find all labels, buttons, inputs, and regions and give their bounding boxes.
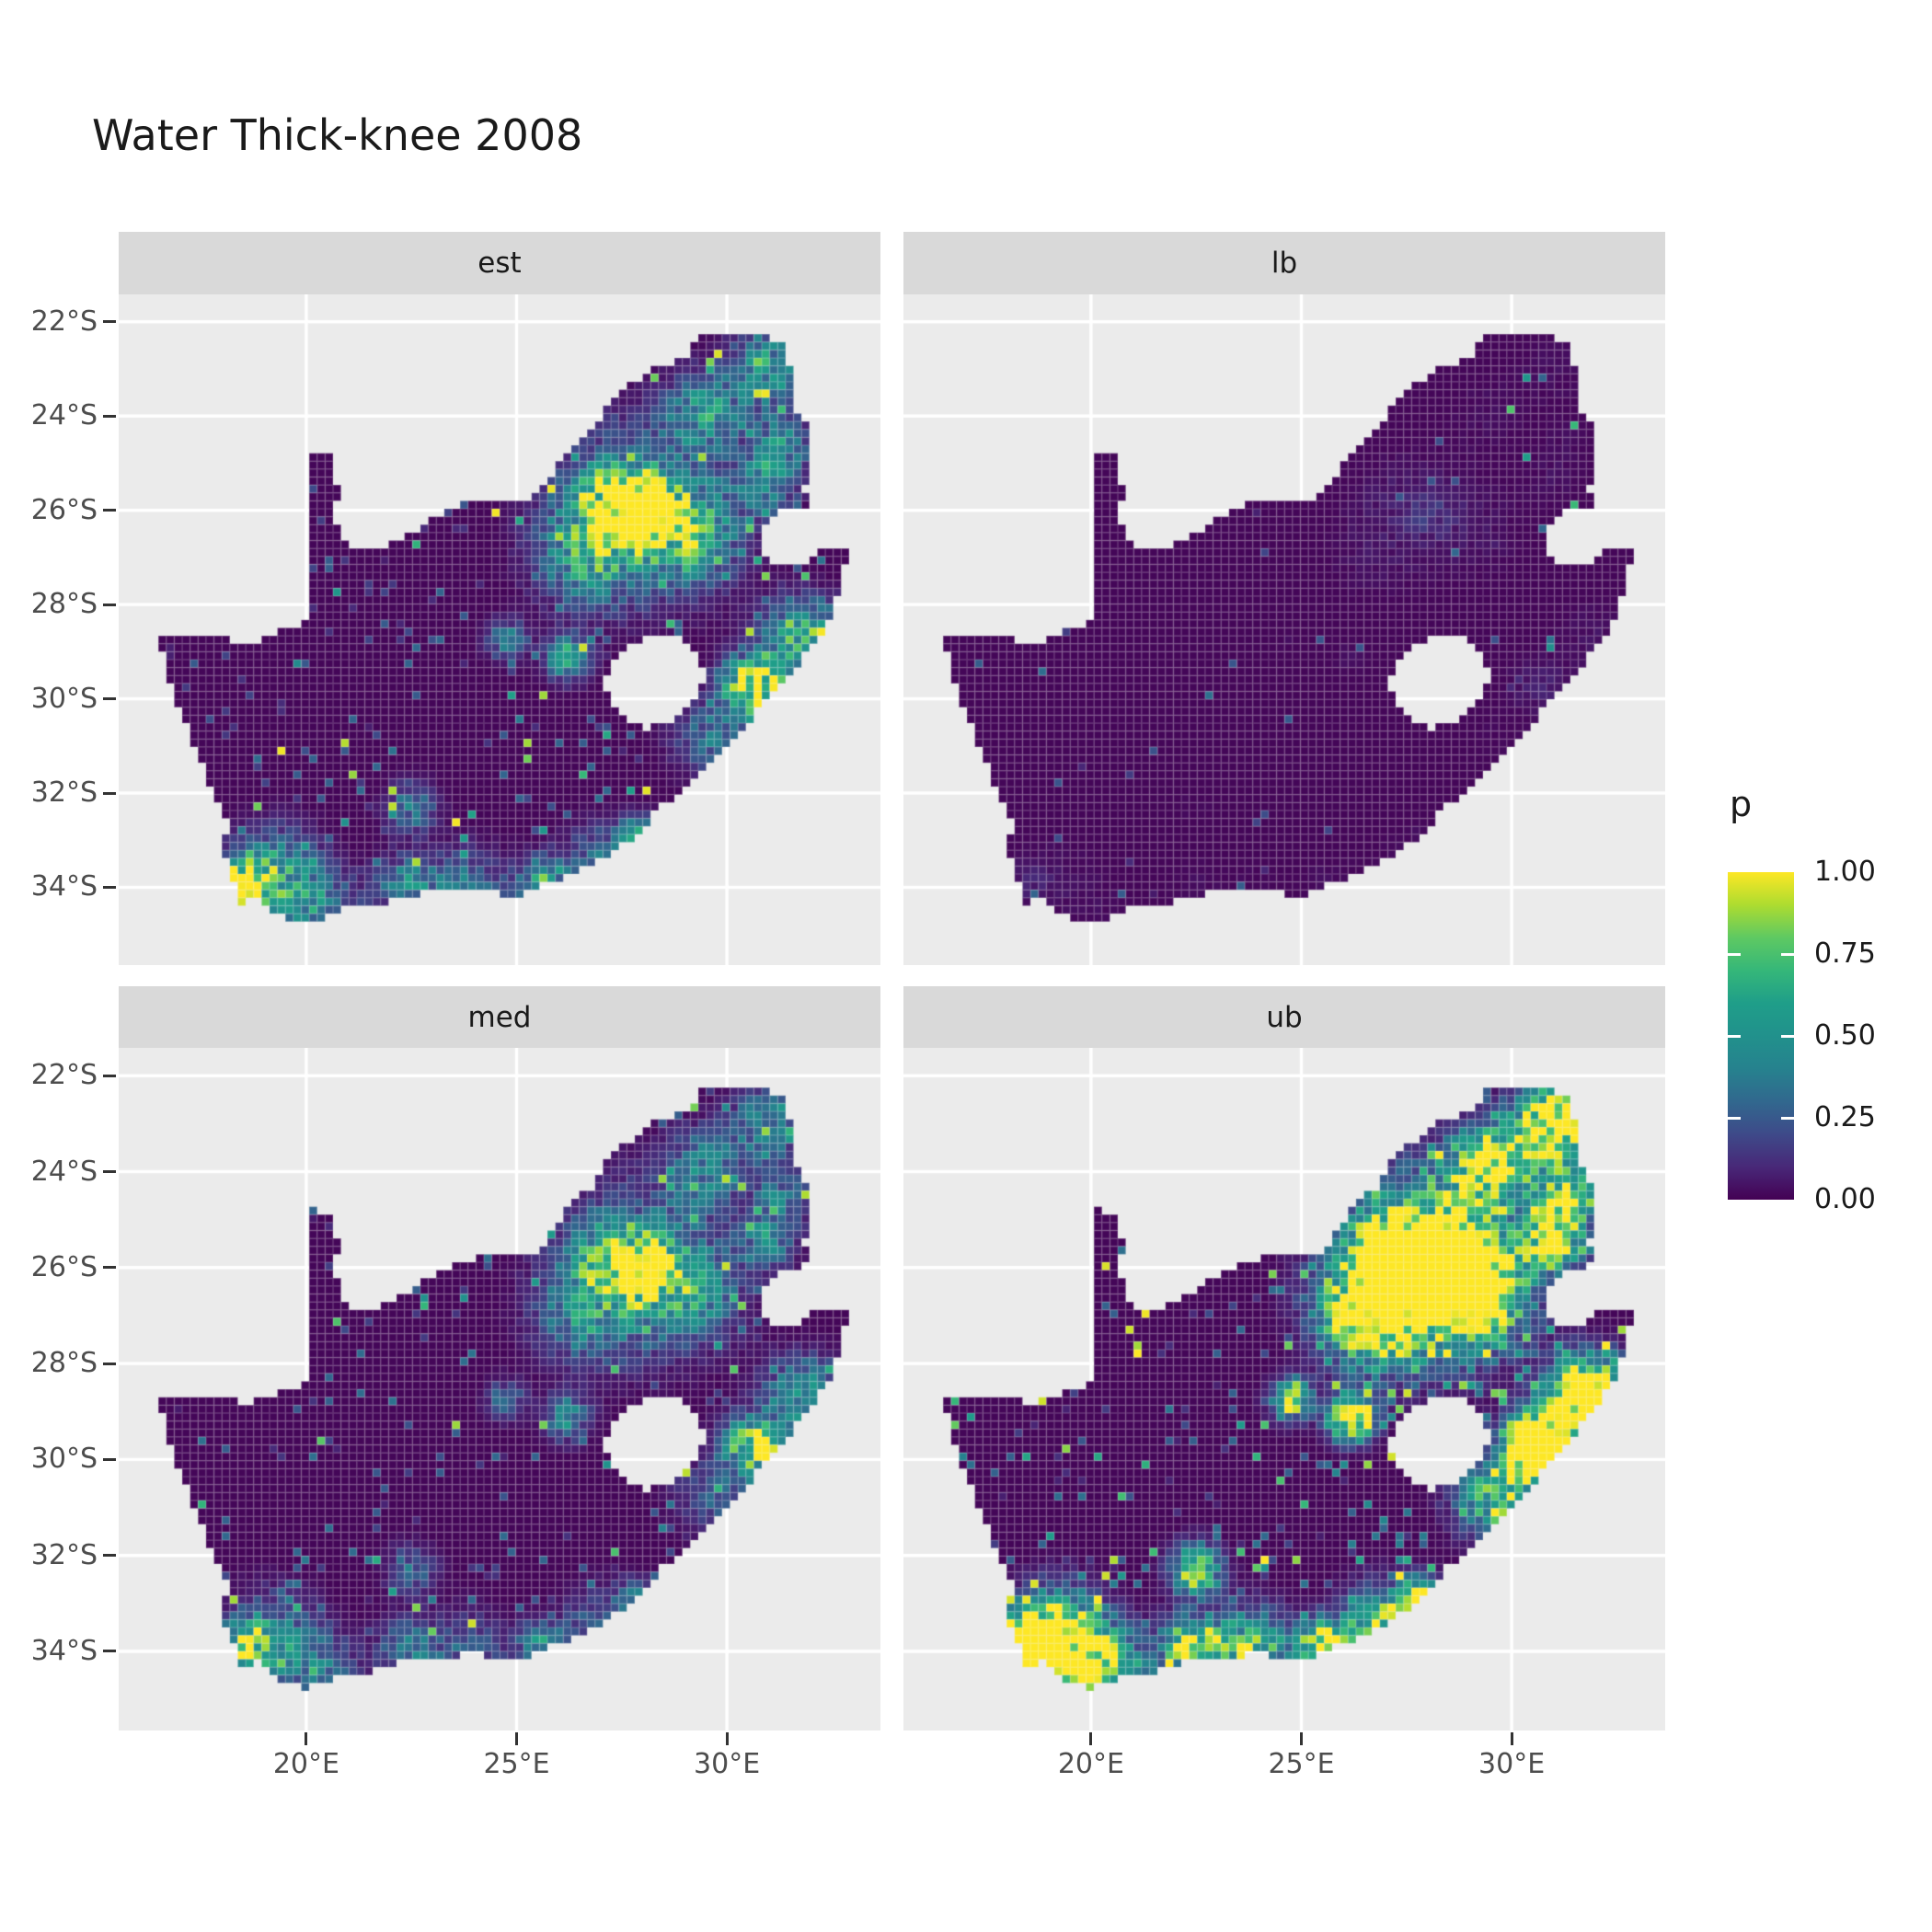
y-axis-tick-med xyxy=(103,1362,116,1365)
x-axis-tick-med xyxy=(305,1732,308,1745)
x-axis-label-med: 20°E xyxy=(272,1748,339,1780)
y-axis-label-med: 30°S xyxy=(30,1443,98,1476)
facet-label-lb: lb xyxy=(1271,247,1298,280)
x-axis-label-med: 30°E xyxy=(694,1748,761,1780)
legend-break-label: 0.25 xyxy=(1814,1101,1876,1133)
plot-title: Water Thick-knee 2008 xyxy=(92,110,583,160)
y-axis-label-med: 24°S xyxy=(30,1155,98,1188)
facet-panel-lb-map xyxy=(903,294,1665,965)
y-axis-tick-est xyxy=(103,697,116,701)
x-axis-tick-ub xyxy=(1089,1732,1093,1745)
y-axis-label-est: 34°S xyxy=(30,870,98,903)
x-axis-tick-ub xyxy=(1510,1732,1513,1745)
legend-tick-mark xyxy=(1728,1034,1741,1038)
y-axis-label-est: 24°S xyxy=(30,399,98,432)
y-axis-tick-est xyxy=(103,791,116,795)
y-axis-label-med: 22°S xyxy=(30,1059,98,1092)
y-axis-tick-med xyxy=(103,1554,116,1558)
facet-label-ub: ub xyxy=(1266,1000,1303,1034)
facet-label-med: med xyxy=(467,1000,532,1034)
legend-break-label: 1.00 xyxy=(1814,856,1876,888)
facet-strip-est: est xyxy=(119,232,880,294)
facet-panel-est-map xyxy=(119,294,880,965)
legend-tick-mark xyxy=(1728,952,1741,956)
y-axis-label-est: 26°S xyxy=(30,493,98,526)
x-axis-label-ub: 20°E xyxy=(1057,1748,1124,1780)
x-axis-tick-med xyxy=(515,1732,519,1745)
y-axis-tick-est xyxy=(103,603,116,606)
y-axis-tick-est xyxy=(103,885,116,889)
legend-break-label: 0.00 xyxy=(1814,1183,1876,1215)
facet-strip-med: med xyxy=(119,986,880,1048)
legend-tick-mark xyxy=(1781,952,1794,956)
legend-tick-mark xyxy=(1781,1034,1794,1038)
y-axis-tick-med xyxy=(103,1074,116,1077)
legend-tick-mark xyxy=(1728,1116,1741,1120)
y-axis-label-med: 28°S xyxy=(30,1347,98,1380)
x-axis-tick-ub xyxy=(1300,1732,1304,1745)
facet-strip-lb: lb xyxy=(903,232,1665,294)
y-axis-tick-med xyxy=(103,1266,116,1270)
y-axis-label-est: 30°S xyxy=(30,682,98,715)
facet-label-est: est xyxy=(477,247,522,280)
y-axis-tick-med xyxy=(103,1170,116,1174)
facet-panel-ub-map xyxy=(903,1048,1665,1731)
y-axis-label-est: 32°S xyxy=(30,776,98,809)
y-axis-label-med: 34°S xyxy=(30,1634,98,1667)
x-axis-label-ub: 30°E xyxy=(1478,1748,1546,1780)
legend-break-label: 0.50 xyxy=(1814,1019,1876,1052)
facet-panel-med-map xyxy=(119,1048,880,1731)
legend-break-label: 0.75 xyxy=(1814,937,1876,970)
legend-title: p xyxy=(1730,784,1753,824)
y-axis-label-med: 32°S xyxy=(30,1538,98,1571)
facet-strip-ub: ub xyxy=(903,986,1665,1048)
legend-tick-mark xyxy=(1781,1116,1794,1120)
x-axis-label-ub: 25°E xyxy=(1268,1748,1335,1780)
y-axis-tick-est xyxy=(103,320,116,324)
y-axis-tick-est xyxy=(103,414,116,418)
y-axis-tick-med xyxy=(103,1457,116,1461)
y-axis-label-med: 26°S xyxy=(30,1250,98,1283)
y-axis-tick-med xyxy=(103,1650,116,1653)
x-axis-label-med: 25°E xyxy=(483,1748,550,1780)
y-axis-label-est: 28°S xyxy=(30,588,98,621)
y-axis-tick-est xyxy=(103,509,116,512)
y-axis-label-est: 22°S xyxy=(30,305,98,338)
x-axis-tick-med xyxy=(725,1732,729,1745)
